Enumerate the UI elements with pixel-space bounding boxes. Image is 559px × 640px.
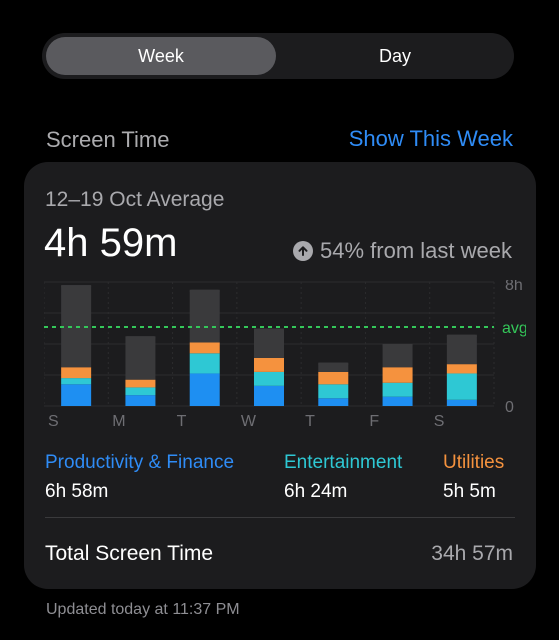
bar-entertainment-1 xyxy=(125,387,156,396)
bar-entertainment-6 xyxy=(446,373,477,400)
bar-cap-0 xyxy=(61,285,92,289)
x-tick-label: T xyxy=(305,413,315,430)
bar-cap-1 xyxy=(125,336,156,340)
bar-utilities-4 xyxy=(318,371,349,385)
x-tick-label: S xyxy=(48,413,59,430)
x-tick-label: F xyxy=(369,413,379,430)
total-value: 34h 57m xyxy=(431,542,513,565)
average-value: 4h 59m xyxy=(44,221,178,265)
section-title: Screen Time xyxy=(46,127,170,152)
bar-utilities-3 xyxy=(254,357,284,372)
bar-cap-3 xyxy=(254,328,284,332)
total-label: Total Screen Time xyxy=(45,542,214,565)
bar-productivity-finance-5 xyxy=(382,396,413,406)
category-value-entertainment: 6h 24m xyxy=(284,481,348,502)
category-value-productivity: 6h 58m xyxy=(45,481,109,502)
category-label-utilities: Utilities xyxy=(443,452,505,473)
bar-cap-2 xyxy=(189,289,220,293)
x-tick-label: M xyxy=(112,413,125,430)
bar-other-5 xyxy=(382,344,413,368)
trend-indicator: 54% from last week xyxy=(293,238,512,264)
category-label-entertainment: Entertainment xyxy=(284,452,403,473)
period-segmented-control[interactable]: Week Day xyxy=(42,33,514,79)
bar-utilities-5 xyxy=(382,367,413,383)
bar-utilities-2 xyxy=(189,342,220,354)
x-tick-label: W xyxy=(241,413,257,430)
week-segment[interactable]: Week xyxy=(46,37,276,75)
bar-cap-4 xyxy=(318,362,349,366)
category-label-productivity: Productivity & Finance xyxy=(45,452,235,473)
divider xyxy=(45,517,515,518)
bar-entertainment-4 xyxy=(318,384,349,399)
bar-other-1 xyxy=(125,336,156,380)
trend-text: 54% from last week xyxy=(320,238,512,263)
y-tick-label: 8h xyxy=(505,280,523,294)
y-tick-label: 0 xyxy=(505,399,514,416)
average-label: avg xyxy=(502,320,526,337)
bar-entertainment-2 xyxy=(189,353,220,374)
bar-productivity-finance-3 xyxy=(254,385,284,406)
category-value-utilities: 5h 5m xyxy=(443,481,496,502)
x-tick-label: S xyxy=(434,413,445,430)
bar-other-3 xyxy=(254,328,284,358)
bar-entertainment-3 xyxy=(254,371,284,386)
bar-productivity-finance-1 xyxy=(125,395,156,406)
bar-utilities-6 xyxy=(446,364,477,374)
bar-other-6 xyxy=(446,334,477,365)
bar-cap-6 xyxy=(446,334,477,338)
bar-utilities-1 xyxy=(125,379,156,388)
updated-timestamp: Updated today at 11:37 PM xyxy=(46,601,240,618)
screen-time-card[interactable]: 12–19 Oct Average 4h 59m 54% from last w… xyxy=(24,162,536,589)
bar-productivity-finance-4 xyxy=(318,398,349,406)
bar-other-2 xyxy=(189,289,220,343)
period-label: 12–19 Oct Average xyxy=(45,188,225,211)
bar-entertainment-0 xyxy=(61,378,92,385)
bar-productivity-finance-2 xyxy=(189,373,220,406)
day-segment[interactable]: Day xyxy=(378,45,411,66)
bar-cap-5 xyxy=(382,344,413,347)
x-tick-label: T xyxy=(177,413,187,430)
bar-other-4 xyxy=(318,362,349,372)
bar-utilities-0 xyxy=(61,367,92,379)
show-this-week-link[interactable]: Show This Week xyxy=(348,126,513,151)
bar-productivity-finance-0 xyxy=(61,384,92,406)
bar-productivity-finance-6 xyxy=(446,399,477,406)
arrow-up-circle-icon xyxy=(293,241,314,261)
bar-entertainment-5 xyxy=(382,382,413,397)
